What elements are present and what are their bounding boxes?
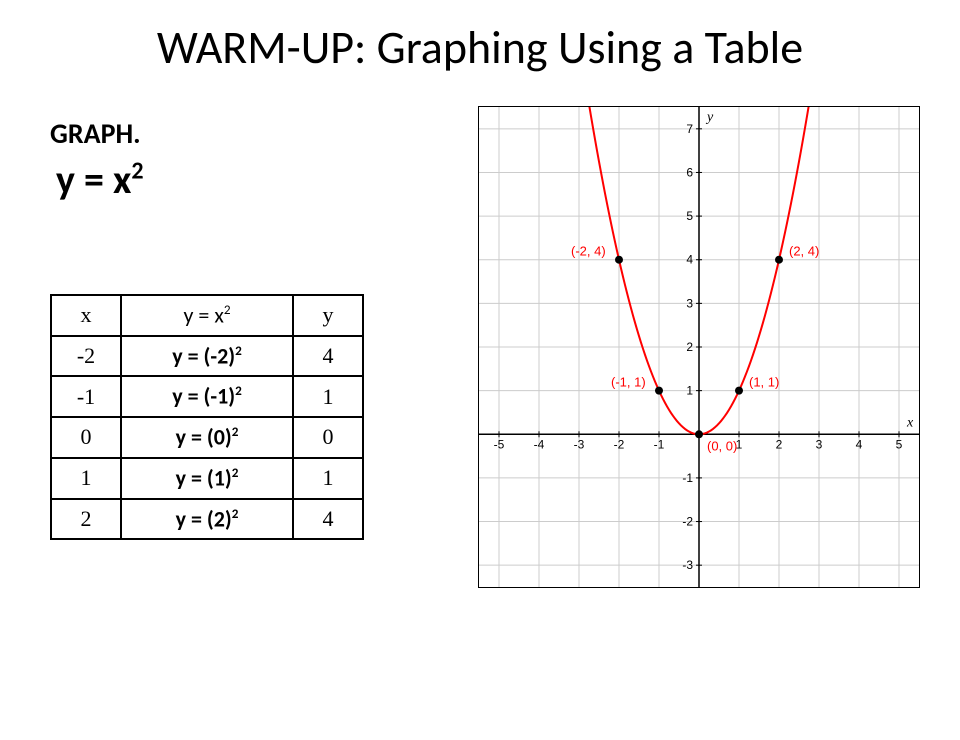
svg-text:6: 6 bbox=[686, 165, 693, 179]
parabola-chart: -5-4-3-2-112345-3-2-11234567xy(-2, 4)(-1… bbox=[478, 106, 920, 588]
cell-y: 4 bbox=[293, 499, 363, 540]
data-table: x y = x2 y -2 y = (-2)2 4 -1 y = (-1)2 1… bbox=[50, 294, 364, 540]
left-column: GRAPH. y = x2 x y = x2 y -2 y = (-2)2 4 … bbox=[40, 86, 468, 588]
svg-text:5: 5 bbox=[686, 209, 693, 223]
svg-text:y: y bbox=[705, 110, 714, 125]
cell-eq: y = (2)2 bbox=[121, 499, 293, 540]
cell-x: 0 bbox=[51, 417, 121, 458]
header-y: y bbox=[293, 295, 363, 336]
header-x: x bbox=[51, 295, 121, 336]
cell-y: 1 bbox=[293, 376, 363, 417]
cell-x: -2 bbox=[51, 336, 121, 377]
svg-text:-1: -1 bbox=[654, 437, 665, 451]
cell-y: 0 bbox=[293, 417, 363, 458]
svg-text:(2, 4): (2, 4) bbox=[789, 244, 819, 259]
svg-text:-5: -5 bbox=[494, 437, 505, 451]
cell-x: -1 bbox=[51, 376, 121, 417]
svg-text:(0, 0): (0, 0) bbox=[707, 438, 737, 453]
table-row: 0 y = (0)2 0 bbox=[51, 417, 363, 458]
right-column: -5-4-3-2-112345-3-2-11234567xy(-2, 4)(-1… bbox=[468, 86, 920, 588]
content-row: GRAPH. y = x2 x y = x2 y -2 y = (-2)2 4 … bbox=[0, 86, 960, 588]
svg-text:(-1, 1): (-1, 1) bbox=[611, 375, 646, 390]
svg-text:3: 3 bbox=[686, 296, 693, 310]
svg-text:-3: -3 bbox=[574, 437, 585, 451]
page-title: WARM-UP: Graphing Using a Table bbox=[0, 20, 960, 76]
svg-text:-1: -1 bbox=[682, 471, 693, 485]
graph-label: GRAPH. bbox=[50, 116, 468, 151]
svg-text:7: 7 bbox=[686, 122, 693, 136]
svg-text:(-2, 4): (-2, 4) bbox=[571, 244, 606, 259]
svg-text:2: 2 bbox=[686, 340, 693, 354]
cell-y: 4 bbox=[293, 336, 363, 377]
cell-x: 1 bbox=[51, 458, 121, 499]
cell-eq: y = (0)2 bbox=[121, 417, 293, 458]
svg-text:x: x bbox=[906, 415, 914, 430]
table-row: 2 y = (2)2 4 bbox=[51, 499, 363, 540]
cell-eq: y = (-1)2 bbox=[121, 376, 293, 417]
header-equation: y = x2 bbox=[121, 295, 293, 336]
cell-y: 1 bbox=[293, 458, 363, 499]
cell-eq: y = (-2)2 bbox=[121, 336, 293, 377]
svg-text:5: 5 bbox=[896, 437, 903, 451]
svg-text:4: 4 bbox=[856, 437, 863, 451]
svg-text:1: 1 bbox=[686, 384, 693, 398]
table-row: -1 y = (-1)2 1 bbox=[51, 376, 363, 417]
table-row: -2 y = (-2)2 4 bbox=[51, 336, 363, 377]
svg-text:(1, 1): (1, 1) bbox=[749, 375, 779, 390]
cell-x: 2 bbox=[51, 499, 121, 540]
svg-text:-4: -4 bbox=[534, 437, 545, 451]
svg-text:4: 4 bbox=[686, 253, 693, 267]
chart-svg: -5-4-3-2-112345-3-2-11234567xy(-2, 4)(-1… bbox=[479, 107, 919, 587]
equation: y = x2 bbox=[56, 155, 468, 204]
cell-eq: y = (1)2 bbox=[121, 458, 293, 499]
svg-text:3: 3 bbox=[816, 437, 823, 451]
table-row: 1 y = (1)2 1 bbox=[51, 458, 363, 499]
svg-text:-2: -2 bbox=[614, 437, 625, 451]
svg-text:2: 2 bbox=[776, 437, 783, 451]
table-header-row: x y = x2 y bbox=[51, 295, 363, 336]
svg-text:-2: -2 bbox=[682, 515, 693, 529]
svg-text:-3: -3 bbox=[682, 558, 693, 572]
